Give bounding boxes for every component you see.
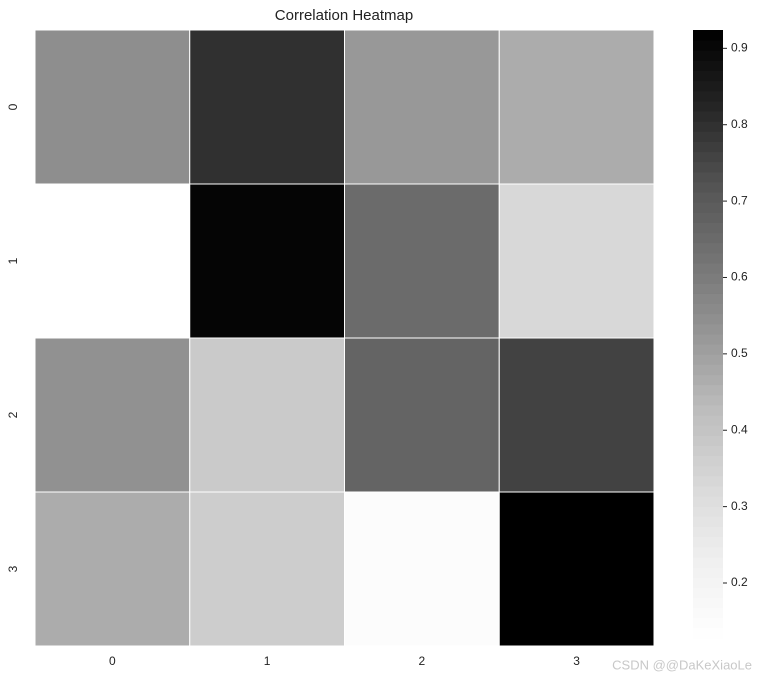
colorbar-segment xyxy=(693,546,723,558)
y-tick-label: 0 xyxy=(6,103,20,110)
heatmap-cell xyxy=(34,491,191,647)
colorbar-tick-label: 0.3 xyxy=(731,499,748,513)
colorbar-segment xyxy=(693,212,723,224)
colorbar-segment xyxy=(693,526,723,538)
colorbar-segment xyxy=(693,182,723,193)
x-tick-label: 3 xyxy=(573,654,580,668)
heatmap-cell xyxy=(498,183,655,339)
heatmap-cell xyxy=(344,491,500,647)
heatmap-cell xyxy=(34,29,191,185)
colorbar-segment xyxy=(693,496,723,507)
chart-title: Correlation Heatmap xyxy=(275,7,413,24)
colorbar-segment xyxy=(693,202,723,213)
colorbar-segment xyxy=(693,313,723,325)
colorbar-segment xyxy=(693,415,723,426)
colorbar-segment xyxy=(693,192,723,203)
colorbar-segment xyxy=(693,374,723,386)
colorbar-segment xyxy=(693,344,723,355)
x-tick-label: 1 xyxy=(264,654,271,668)
heatmap-cell xyxy=(189,337,345,493)
colorbar-segment xyxy=(693,323,723,335)
colorbar-segment xyxy=(693,111,723,122)
colorbar-segment xyxy=(693,364,723,376)
colorbar-segment xyxy=(693,607,723,619)
colorbar-segment xyxy=(693,263,723,274)
y-tick-label: 1 xyxy=(6,257,20,264)
colorbar-segment xyxy=(693,100,723,112)
colorbar-tick-label: 0.7 xyxy=(731,193,748,207)
colorbar-segment xyxy=(693,404,723,416)
colorbar-segment xyxy=(693,577,723,588)
colorbar-segment xyxy=(693,60,723,72)
colorbar-segment xyxy=(693,597,723,609)
heatmap-cell xyxy=(189,491,345,647)
colorbar-segment xyxy=(693,627,723,639)
x-tick-label: 2 xyxy=(419,654,426,668)
colorbar-segment xyxy=(693,161,723,173)
colorbar-tick-label: 0.2 xyxy=(731,575,748,589)
colorbar-tick-label: 0.6 xyxy=(731,270,748,284)
colorbar-segment xyxy=(693,80,723,92)
colorbar-segment xyxy=(693,40,723,51)
colorbar-segment xyxy=(693,334,723,345)
colorbar-segment xyxy=(693,293,723,305)
watermark: CSDN @@DaKeXiaoLe xyxy=(612,657,752,672)
colorbar-segment xyxy=(693,486,723,497)
colorbar-segment xyxy=(693,131,723,142)
colorbar-segment xyxy=(693,516,723,528)
colorbar-segment xyxy=(693,50,723,61)
colorbar-segment xyxy=(693,465,723,477)
colorbar-tick-label: 0.4 xyxy=(731,422,748,436)
colorbar-segment xyxy=(693,70,723,82)
x-tick-label: 0 xyxy=(109,654,116,668)
colorbar-segment xyxy=(693,617,723,629)
colorbar-segment xyxy=(693,536,723,548)
heatmap-cell xyxy=(498,337,655,493)
colorbar-segment xyxy=(693,475,723,487)
heatmap-cell xyxy=(344,337,500,493)
colorbar-segment xyxy=(693,354,723,365)
colorbar-segment xyxy=(693,587,723,598)
colorbar-segment xyxy=(693,121,723,132)
colorbar-segment xyxy=(693,455,723,467)
heatmap-cell xyxy=(34,337,191,493)
colorbar-segment xyxy=(693,384,723,396)
colorbar-segment xyxy=(693,30,723,41)
colorbar-segment xyxy=(693,252,723,264)
colorbar-segment xyxy=(693,556,723,568)
colorbar-tick-label: 0.5 xyxy=(731,346,748,360)
colorbar-segment xyxy=(693,425,723,436)
colorbar-segment xyxy=(693,445,723,457)
colorbar-segment xyxy=(693,90,723,102)
heatmap-cell xyxy=(344,183,500,339)
colorbar-tick-label: 0.9 xyxy=(731,41,748,55)
colorbar-segment xyxy=(693,232,723,244)
heatmap-cell xyxy=(498,29,655,185)
colorbar-tick-label: 0.8 xyxy=(731,117,748,131)
colorbar-segment xyxy=(693,283,723,294)
colorbar-segment xyxy=(693,222,723,234)
colorbar-segment xyxy=(693,506,723,517)
heatmap-cell xyxy=(189,29,345,185)
colorbar-segment xyxy=(693,141,723,153)
colorbar-segment xyxy=(693,303,723,315)
heatmap-cell xyxy=(189,183,345,339)
colorbar-segment xyxy=(693,435,723,446)
colorbar-segment xyxy=(693,273,723,284)
colorbar-segment xyxy=(693,171,723,183)
y-tick-label: 3 xyxy=(6,565,20,572)
colorbar-segment xyxy=(693,394,723,406)
colorbar-segment xyxy=(693,151,723,163)
heatmap-cell xyxy=(34,183,191,339)
heatmap-cell xyxy=(344,29,500,185)
y-tick-label: 2 xyxy=(6,411,20,418)
colorbar-segment xyxy=(693,242,723,254)
heatmap-cell xyxy=(498,491,655,647)
colorbar-segment xyxy=(693,567,723,578)
